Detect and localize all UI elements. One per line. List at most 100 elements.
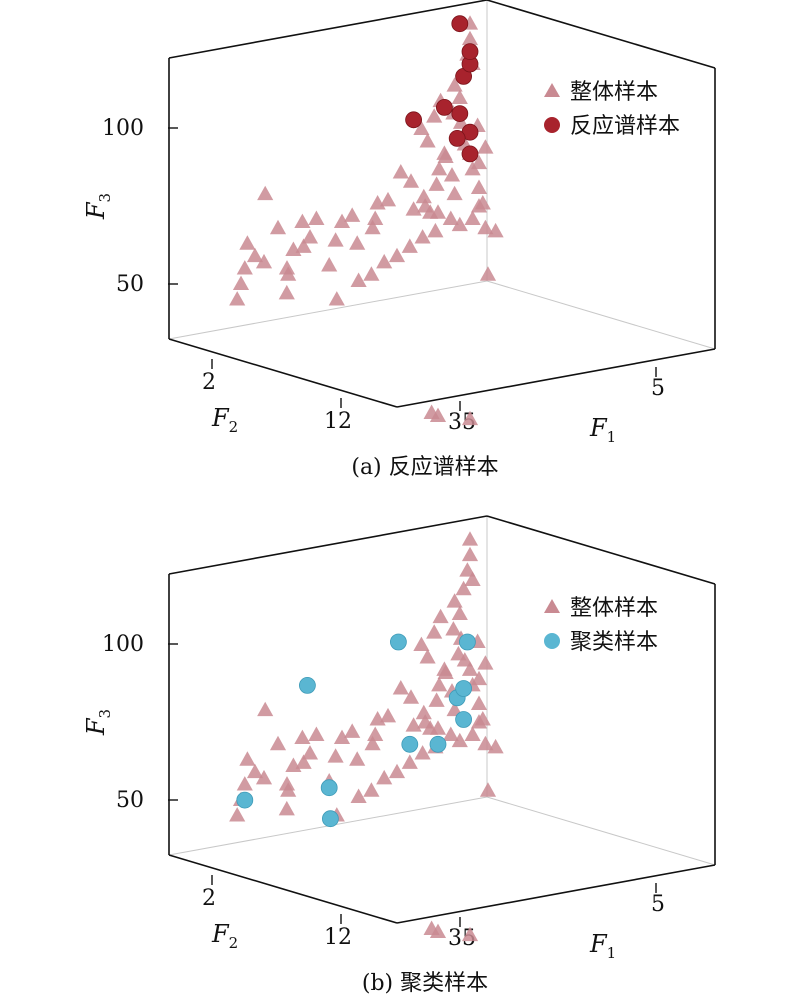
triangle-point: [477, 735, 494, 751]
circle-point: [401, 735, 419, 753]
triangle-point: [455, 580, 472, 596]
triangle-point: [470, 695, 488, 710]
triangle-point: [477, 139, 494, 154]
triangle-point: [487, 738, 504, 754]
data-points: [229, 531, 504, 942]
triangle-point: [350, 272, 367, 287]
triangle-point: [428, 176, 445, 191]
triangle-point: [255, 253, 273, 269]
triangle-point: [246, 763, 264, 779]
y-tick-label: 2: [202, 886, 216, 911]
z-tick-label: 50: [116, 272, 144, 297]
triangle-point: [278, 800, 295, 816]
circle-point: [321, 810, 339, 828]
triangle-point: [451, 732, 468, 748]
panel-caption: (b) 聚类样本: [362, 971, 488, 996]
triangle-point: [257, 701, 274, 717]
triangle-point: [429, 923, 447, 939]
z-axis-label: F3: [82, 709, 114, 736]
legend-label: 整体样本: [570, 80, 658, 105]
triangle-point: [479, 782, 497, 797]
triangle-point: [470, 670, 488, 686]
triangle-point: [429, 407, 447, 423]
z-tick-label: 50: [116, 788, 144, 813]
legend-circle-marker: [544, 633, 560, 649]
legend-triangle-marker: [544, 599, 560, 613]
triangle-point: [477, 219, 494, 235]
triangle-point: [333, 213, 351, 229]
triangle-point: [442, 726, 459, 741]
triangle-point: [431, 676, 448, 692]
z-tick-label: 100: [102, 116, 144, 141]
triangle-point: [428, 692, 445, 707]
triangle-point: [461, 410, 479, 426]
circle-point: [389, 633, 407, 651]
y-tick-label: 2: [202, 370, 216, 395]
triangle-point: [388, 247, 406, 263]
triangle-point: [470, 154, 488, 170]
triangle-point: [413, 636, 430, 652]
legend-circle-marker: [544, 117, 560, 133]
legend-triangle-marker: [544, 83, 560, 97]
circle-point: [405, 111, 423, 129]
triangle-point: [426, 108, 443, 123]
triangle-point: [367, 210, 384, 225]
triangle-point: [349, 235, 366, 250]
y-tick-label: 12: [324, 409, 352, 434]
legend-label: 反应谱样本: [570, 114, 680, 139]
triangle-point: [429, 204, 447, 219]
axes-box: [168, 0, 716, 408]
triangle-point: [432, 608, 449, 624]
floor-edge-x: [486, 280, 716, 350]
triangle-point: [464, 210, 481, 225]
circle-point: [451, 105, 469, 122]
triangle-point: [446, 185, 463, 201]
series-selected-samples: [236, 633, 476, 828]
triangle-point: [295, 238, 312, 253]
triangle-point: [415, 188, 432, 204]
top-edge-y: [168, 0, 488, 59]
triangle-point: [446, 77, 463, 92]
triangle-point: [446, 593, 463, 608]
triangle-point: [269, 735, 287, 751]
circle-point: [455, 680, 473, 697]
circle-point: [455, 711, 473, 728]
triangle-point: [255, 769, 273, 785]
triangle-point: [431, 160, 448, 176]
data-points: [229, 15, 504, 426]
triangle-point: [405, 717, 422, 732]
top-edge-x: [486, 515, 716, 585]
triangle-point: [427, 222, 444, 238]
triangle-point: [294, 729, 311, 745]
triangle-point: [278, 284, 295, 300]
triangle-point: [301, 229, 319, 244]
triangle-point: [232, 275, 250, 291]
triangle-point: [414, 229, 431, 244]
circle-point: [429, 735, 447, 753]
circle-point: [448, 129, 466, 147]
circle-point: [435, 99, 453, 116]
triangle-point: [269, 219, 287, 235]
triangle-point: [419, 133, 436, 148]
triangle-point: [413, 120, 430, 136]
triangle-point: [417, 714, 434, 729]
triangle-point: [301, 745, 319, 760]
triangle-point: [487, 222, 504, 238]
triangle-point: [363, 266, 380, 281]
y-axis-label: F2: [211, 404, 238, 436]
circle-point: [298, 677, 316, 694]
triangle-point: [246, 247, 264, 263]
triangle-point: [295, 754, 312, 769]
triangle-point: [402, 689, 420, 704]
triangle-point: [451, 605, 468, 621]
triangle-point: [327, 232, 344, 247]
triangle-point: [464, 571, 481, 586]
triangle-point: [464, 726, 481, 741]
